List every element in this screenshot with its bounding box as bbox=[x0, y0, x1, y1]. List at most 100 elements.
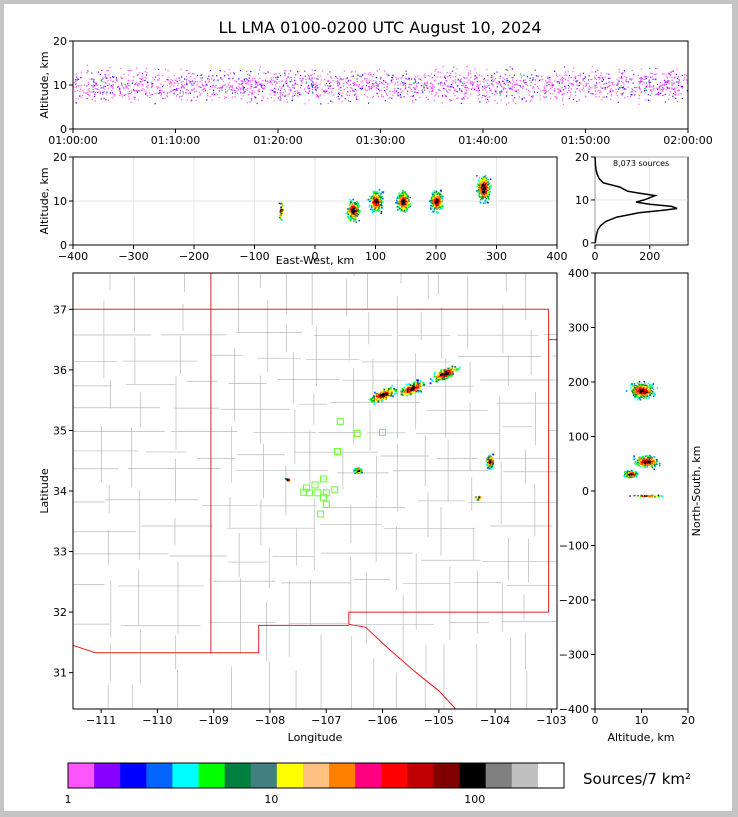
plan-source bbox=[354, 468, 356, 470]
ew-source bbox=[378, 210, 381, 212]
time-height-source bbox=[568, 75, 570, 77]
plan-source bbox=[388, 393, 391, 396]
ew-source bbox=[490, 186, 493, 188]
time-height-source bbox=[455, 72, 457, 74]
time-height-source bbox=[173, 85, 175, 87]
time-height-source bbox=[137, 90, 139, 92]
time-height-source bbox=[386, 87, 388, 89]
time-height-source bbox=[284, 72, 286, 74]
time-height-source bbox=[230, 85, 232, 87]
time-height-source bbox=[380, 78, 382, 80]
time-height-source bbox=[242, 82, 244, 85]
time-height-source bbox=[454, 90, 456, 92]
ew-source bbox=[476, 185, 479, 187]
time-height-source bbox=[175, 80, 177, 82]
plan-source bbox=[443, 377, 446, 380]
time-height-source bbox=[499, 75, 501, 77]
time-height-source bbox=[124, 93, 127, 96]
time-height-source bbox=[110, 79, 112, 81]
plan-source bbox=[408, 383, 410, 385]
ew-source bbox=[356, 207, 359, 209]
ew-source bbox=[484, 195, 487, 198]
time-height-source bbox=[501, 85, 503, 87]
time-height-source bbox=[509, 82, 511, 84]
time-height-source bbox=[461, 89, 463, 91]
ew-source bbox=[395, 198, 398, 200]
ew-source bbox=[488, 182, 491, 184]
time-height-source bbox=[474, 75, 476, 77]
time-height-source bbox=[328, 82, 331, 84]
time-height-source bbox=[511, 79, 514, 81]
time-height-source bbox=[683, 80, 685, 82]
plan-source bbox=[419, 380, 422, 382]
ew-source bbox=[404, 208, 406, 210]
time-height-source bbox=[459, 88, 461, 90]
time-height-source bbox=[634, 86, 636, 88]
time-height-source bbox=[460, 102, 462, 104]
ew-source bbox=[349, 198, 351, 201]
time-height-source bbox=[335, 76, 337, 78]
plan-source bbox=[354, 469, 356, 472]
time-height-source bbox=[265, 72, 267, 75]
time-height-source bbox=[186, 99, 188, 101]
time-height-source bbox=[512, 76, 514, 78]
time-height-source bbox=[327, 87, 329, 89]
time-height-source bbox=[564, 85, 566, 87]
time-height-source bbox=[464, 77, 466, 79]
time-height-source bbox=[87, 81, 89, 83]
ew-source bbox=[402, 189, 404, 192]
ew-source bbox=[376, 193, 379, 196]
time-height-source bbox=[450, 86, 452, 88]
ew-source bbox=[405, 201, 407, 204]
ns-source bbox=[647, 382, 650, 384]
time-height-source bbox=[499, 84, 501, 86]
time-height-source bbox=[559, 89, 562, 91]
plan-source bbox=[416, 381, 419, 384]
time-height-source bbox=[520, 77, 522, 79]
time-height-source bbox=[214, 93, 216, 95]
time-height-source bbox=[290, 90, 292, 92]
time-height-source bbox=[494, 100, 496, 102]
ew-source bbox=[377, 205, 380, 207]
time-height-source bbox=[107, 70, 109, 72]
time-height-source bbox=[556, 73, 558, 75]
time-height-source bbox=[75, 83, 77, 85]
time-height-source bbox=[199, 74, 201, 76]
time-height-source bbox=[532, 95, 534, 98]
ew-source bbox=[433, 198, 436, 200]
time-height-source bbox=[205, 85, 207, 87]
plan-source bbox=[437, 374, 440, 376]
time-height-source bbox=[549, 77, 551, 79]
time-height-source bbox=[120, 77, 122, 79]
time-height-source bbox=[583, 90, 585, 92]
time-height-source bbox=[589, 87, 591, 89]
plan-source bbox=[286, 479, 289, 481]
ew-source bbox=[430, 198, 433, 200]
ew-source bbox=[438, 203, 441, 206]
ew-source bbox=[351, 204, 354, 207]
time-height-source bbox=[186, 88, 188, 90]
time-height-source bbox=[409, 87, 411, 89]
time-height-source bbox=[562, 103, 564, 105]
plan-source bbox=[491, 465, 494, 468]
time-height-source bbox=[337, 82, 339, 84]
time-height-source bbox=[129, 92, 131, 95]
time-height-source bbox=[507, 84, 509, 86]
time-height-source bbox=[426, 83, 428, 85]
ew-source bbox=[436, 202, 438, 204]
ew-source bbox=[400, 194, 403, 197]
time-height-source bbox=[672, 70, 674, 72]
time-height-source bbox=[673, 97, 675, 99]
plan-source bbox=[439, 371, 442, 374]
time-height-source bbox=[223, 84, 225, 86]
time-height-source bbox=[283, 83, 285, 85]
time-height-source bbox=[297, 95, 299, 97]
ew-source bbox=[406, 208, 408, 210]
time-height-source bbox=[224, 88, 226, 91]
time-height-source bbox=[218, 90, 221, 93]
time-height-source bbox=[221, 87, 223, 89]
time-height-source bbox=[674, 90, 676, 93]
ew-source bbox=[432, 197, 434, 199]
time-height-source bbox=[673, 82, 675, 84]
